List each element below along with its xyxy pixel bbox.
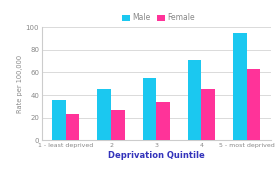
Bar (143, 78, 156, 140)
Bar (111, 110, 125, 140)
Bar (188, 60, 201, 140)
Bar (233, 33, 247, 140)
X-axis label: Deprivation Quintile: Deprivation Quintile (108, 151, 205, 160)
Legend: Male, Female: Male, Female (119, 10, 198, 26)
Bar (201, 89, 215, 140)
Bar (156, 102, 170, 140)
Bar (52, 100, 66, 140)
Y-axis label: Rate per 100,000: Rate per 100,000 (17, 55, 23, 113)
Bar (66, 114, 80, 140)
Bar (97, 89, 111, 140)
Bar (247, 69, 260, 140)
